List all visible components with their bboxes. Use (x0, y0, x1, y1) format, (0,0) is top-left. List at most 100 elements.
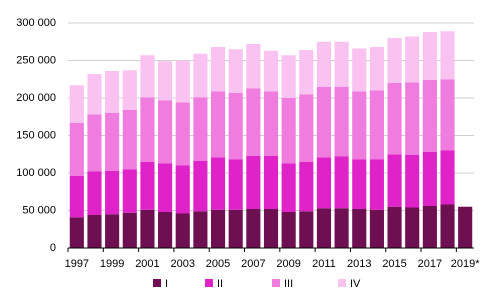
bar-segment (193, 97, 208, 161)
bar-segment (405, 36, 420, 83)
bar-segment (405, 207, 420, 248)
bar-segment (210, 157, 226, 210)
y-tick-label: 150 000 (16, 129, 56, 141)
y-tick-label: 300 000 (16, 17, 56, 29)
bar-segment (299, 211, 314, 248)
bar-segment (440, 31, 455, 80)
bar-segment (334, 208, 349, 248)
bar-segment (440, 150, 455, 205)
x-tick-label: 2017 (418, 258, 442, 270)
x-tick-label: 2009 (276, 258, 300, 270)
bar-segment (87, 74, 102, 115)
bar-segment (422, 32, 437, 80)
bar-segment (140, 161, 155, 210)
bar-segment (122, 70, 137, 110)
bar-segment (458, 206, 473, 248)
bar-segment (158, 212, 173, 248)
x-tick-label: 2001 (135, 258, 159, 270)
bar-segment (246, 155, 261, 209)
bar-segment (281, 163, 296, 212)
x-tick-label: 1997 (65, 258, 89, 270)
bar-segment (246, 209, 261, 248)
bar-segment (175, 165, 190, 214)
x-tick-label: 2011 (312, 258, 336, 270)
bar-segment (405, 82, 420, 155)
bar-segment (263, 50, 279, 92)
y-tick-label: 100 000 (16, 167, 56, 179)
bar-segment (175, 60, 190, 103)
bar-segment (105, 170, 120, 215)
bar-segment (405, 155, 420, 208)
bar-segment (334, 86, 349, 157)
bar-segment (352, 159, 367, 209)
bar-segment (105, 71, 120, 113)
bar-segment (440, 79, 455, 151)
x-tick-label: 2007 (241, 258, 265, 270)
bar-segment (369, 209, 384, 248)
bar-segment (69, 176, 84, 218)
bar-segment (281, 55, 296, 98)
bar-segment (228, 209, 243, 248)
bar-segment (122, 169, 137, 213)
bar-segment (316, 86, 332, 158)
bar-segment (387, 154, 402, 207)
bar-segment (369, 47, 384, 91)
bar-segment (210, 47, 226, 92)
bar-segment (387, 38, 402, 83)
bar-segment (281, 212, 296, 248)
bar-segment (422, 206, 437, 248)
bar-segment (246, 88, 261, 156)
bar-segment (228, 159, 243, 210)
bar-segment (263, 91, 279, 156)
bar-segment (228, 92, 243, 160)
bar-segment (263, 155, 279, 209)
x-tick-label: 2003 (170, 258, 194, 270)
x-tick-label: 1999 (100, 258, 124, 270)
bar-segment (352, 91, 367, 160)
bar-segment (140, 97, 155, 162)
bar-segment (87, 215, 102, 248)
bar-segment (334, 156, 349, 209)
x-tick-label: 2019* (451, 258, 480, 270)
bar-segment (69, 85, 84, 123)
y-tick-label: 50 000 (22, 204, 56, 216)
bar-segment (193, 53, 208, 98)
bar-segment (369, 159, 384, 210)
bar-segment (352, 48, 367, 92)
bar-segment (334, 41, 349, 87)
bar-segment (299, 50, 314, 95)
bar-segment (193, 161, 208, 212)
bar-segment (105, 113, 120, 171)
bar-segment (140, 55, 155, 98)
legend-swatch (153, 279, 161, 287)
bar-segment (69, 217, 84, 248)
bar-segment (175, 102, 190, 166)
bar-segment (387, 206, 402, 248)
bar-segment (87, 171, 102, 215)
y-tick-label: 250 000 (16, 54, 56, 66)
bar-segment (193, 211, 208, 248)
bar-segment (69, 122, 84, 176)
y-tick-label: 200 000 (16, 92, 56, 104)
bar-segment (158, 163, 173, 212)
legend-label: III (284, 278, 293, 290)
bar-segment (158, 61, 173, 101)
bar-segment (263, 209, 279, 248)
bar-segment (140, 209, 155, 248)
bar-segment (105, 214, 120, 248)
bar-segment (158, 100, 173, 164)
bar-segment (316, 208, 332, 248)
bar-segment (228, 49, 243, 93)
bar-segment (87, 114, 102, 172)
bar-segment (122, 212, 137, 248)
bar-segment (299, 161, 314, 212)
legend-swatch (205, 279, 213, 287)
bar-segment (210, 91, 226, 158)
bar-segment (369, 90, 384, 160)
legend-label: II (217, 278, 223, 290)
legend-label: I (165, 278, 168, 290)
y-tick-label: 0 (50, 242, 56, 254)
legend-swatch (272, 279, 280, 287)
